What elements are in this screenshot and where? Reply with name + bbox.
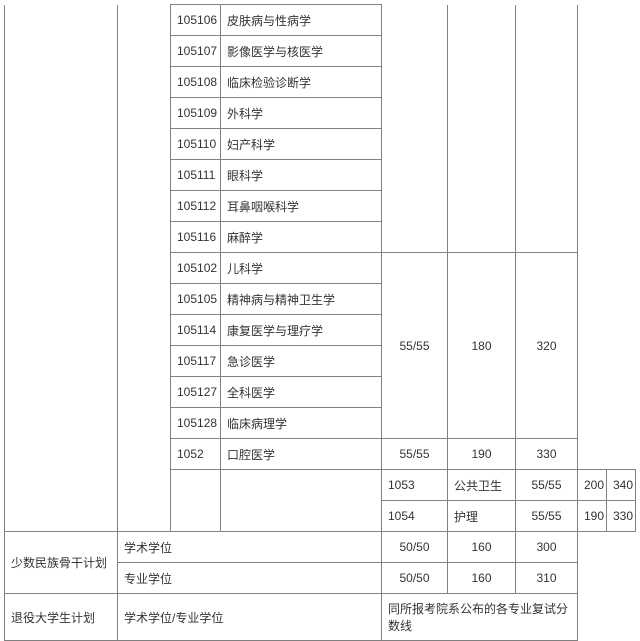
name-cell: 急诊医学 <box>221 346 382 377</box>
score2-cell <box>448 5 516 253</box>
code-cell: 105111 <box>171 160 221 191</box>
name-cell: 皮肤病与性病学 <box>221 5 382 36</box>
score2-cell: 200 <box>578 470 607 501</box>
name-cell: 外科学 <box>221 98 382 129</box>
code-cell: 105128 <box>171 408 221 439</box>
score1-cell: 55/55 <box>382 439 448 470</box>
score1-cell: 50/50 <box>382 563 448 594</box>
category-cell <box>171 470 221 501</box>
name-cell: 麻醉学 <box>221 222 382 253</box>
degree-cell: 专业学位 <box>118 563 382 594</box>
score2-cell: 190 <box>448 439 516 470</box>
score3-cell: 330 <box>516 439 578 470</box>
score1-cell <box>382 5 448 253</box>
code-cell: 105107 <box>171 36 221 67</box>
category-cell <box>171 501 221 532</box>
code-cell: 105117 <box>171 346 221 377</box>
code-cell: 105116 <box>171 222 221 253</box>
degree-cell: 学术学位/专业学位 <box>118 594 382 641</box>
degree-cell: 学术学位 <box>118 532 382 563</box>
code-cell: 1053 <box>382 470 448 501</box>
score1-cell: 55/55 <box>382 253 448 439</box>
code-cell: 105102 <box>171 253 221 284</box>
score3-cell: 300 <box>516 532 578 563</box>
score1-cell: 55/55 <box>516 470 578 501</box>
score3-cell: 340 <box>607 470 636 501</box>
code-cell: 105105 <box>171 284 221 315</box>
score2-cell: 180 <box>448 253 516 439</box>
score3-cell: 310 <box>516 563 578 594</box>
name-cell: 影像医学与核医学 <box>221 36 382 67</box>
name-cell: 眼科学 <box>221 160 382 191</box>
name-cell: 临床检验诊断学 <box>221 67 382 98</box>
table-row: 105106 皮肤病与性病学 <box>5 5 636 36</box>
score2-cell: 160 <box>448 532 516 563</box>
code-cell: 105112 <box>171 191 221 222</box>
plan-label-cell: 退役大学生计划 <box>5 594 118 641</box>
score1-cell: 50/50 <box>382 532 448 563</box>
plan-label-cell: 少数民族骨干计划 <box>5 532 118 594</box>
code-cell: 105114 <box>171 315 221 346</box>
score2-cell: 160 <box>448 563 516 594</box>
name-cell: 全科医学 <box>221 377 382 408</box>
name-cell: 临床病理学 <box>221 408 382 439</box>
code-cell: 105108 <box>171 67 221 98</box>
subcategory-cell <box>118 5 171 532</box>
name-cell: 耳鼻咽喉科学 <box>221 191 382 222</box>
name-cell: 康复医学与理疗学 <box>221 315 382 346</box>
name-cell: 口腔医学 <box>221 439 382 470</box>
score1-cell: 55/55 <box>516 501 578 532</box>
subcategory-cell <box>221 501 382 532</box>
code-cell: 105109 <box>171 98 221 129</box>
score3-cell: 320 <box>516 253 578 439</box>
table-row: 退役大学生计划 学术学位/专业学位 同所报考院系公布的各专业复试分数线 <box>5 594 636 641</box>
name-cell: 护理 <box>448 501 516 532</box>
score3-cell: 330 <box>607 501 636 532</box>
code-cell: 105127 <box>171 377 221 408</box>
table-row: 少数民族骨干计划 学术学位 50/50 160 300 <box>5 532 636 563</box>
code-cell: 105110 <box>171 129 221 160</box>
code-cell: 1054 <box>382 501 448 532</box>
category-cell <box>5 5 118 532</box>
code-cell: 105106 <box>171 5 221 36</box>
code-cell: 1052 <box>171 439 221 470</box>
note-cell: 同所报考院系公布的各专业复试分数线 <box>382 594 578 641</box>
name-cell: 精神病与精神卫生学 <box>221 284 382 315</box>
score3-cell <box>516 5 578 253</box>
admissions-table: 105106 皮肤病与性病学 105107 影像医学与核医学 105108 临床… <box>4 4 636 641</box>
score2-cell: 190 <box>578 501 607 532</box>
name-cell: 儿科学 <box>221 253 382 284</box>
name-cell: 妇产科学 <box>221 129 382 160</box>
name-cell: 公共卫生 <box>448 470 516 501</box>
subcategory-cell <box>221 470 382 501</box>
